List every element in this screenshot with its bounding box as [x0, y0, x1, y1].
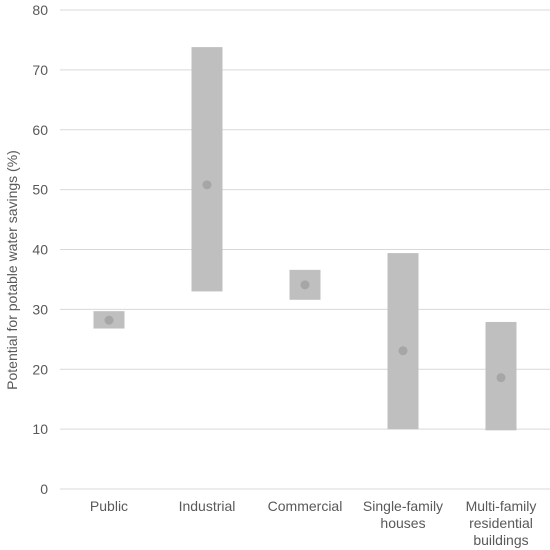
x-category-label-line: Single-family	[363, 498, 443, 514]
y-tick-label: 10	[32, 421, 48, 437]
range-bar	[387, 253, 419, 430]
y-tick-label: 0	[40, 481, 48, 497]
x-category-label-line: Industrial	[179, 498, 236, 514]
average-point	[104, 315, 114, 325]
x-category-label-line: Multi-family	[466, 498, 537, 514]
x-category-label: Public	[90, 498, 128, 514]
x-category-label-line: houses	[380, 515, 425, 531]
x-category-label: Commercial	[268, 498, 343, 514]
range-bar	[191, 47, 223, 292]
x-category-label-line: residential	[469, 515, 533, 531]
average-points	[104, 180, 506, 383]
gridlines	[60, 9, 550, 490]
x-category-label: Single-family houses	[363, 498, 443, 531]
y-tick-label: 50	[32, 182, 48, 198]
y-tick-label: 80	[32, 2, 48, 18]
y-axis-title: Potential for potable water savings (%)	[4, 150, 20, 390]
y-tick-label: 70	[32, 62, 48, 78]
x-axis-category-labels: Public Industrial Commercial Single-family h…	[90, 498, 536, 548]
range-bars	[93, 47, 517, 431]
x-category-label: Industrial	[179, 498, 236, 514]
x-category-label-line: buildings	[473, 532, 528, 548]
x-category-label-line: Commercial	[268, 498, 343, 514]
x-category-label: Multi-family residential buildings	[466, 498, 537, 548]
average-point	[202, 180, 212, 190]
y-tick-label: 20	[32, 361, 48, 377]
y-axis-ticks: 0 10 20 30 40 50 60 70 80	[32, 2, 48, 497]
x-category-label-line: Public	[90, 498, 128, 514]
average-point	[300, 280, 310, 290]
y-tick-label: 60	[32, 122, 48, 138]
average-point	[496, 373, 506, 383]
y-tick-label: 40	[32, 242, 48, 258]
y-tick-label: 30	[32, 301, 48, 317]
average-point	[398, 346, 408, 356]
